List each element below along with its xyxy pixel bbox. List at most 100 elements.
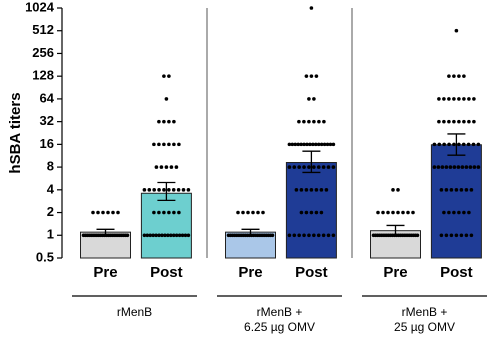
- y-tick-label: 1024: [25, 0, 55, 14]
- data-point: [462, 74, 466, 78]
- data-point: [159, 165, 164, 169]
- data-point: [314, 188, 319, 192]
- data-point: [177, 210, 181, 215]
- data-point: [172, 210, 176, 215]
- y-tick-label: 64: [40, 90, 55, 105]
- data-point: [314, 74, 319, 78]
- error-bar: [447, 133, 466, 156]
- data-point: [437, 97, 441, 101]
- data-point: [171, 233, 176, 238]
- data-point: [411, 210, 415, 215]
- data-point: [157, 119, 161, 124]
- x-tick-label: Post: [150, 264, 183, 281]
- y-tick-label: 2: [47, 204, 54, 219]
- data-point: [312, 233, 316, 238]
- data-point: [476, 142, 481, 147]
- data-point: [321, 233, 326, 238]
- data-point: [287, 165, 292, 169]
- data-point: [157, 210, 161, 215]
- data-point: [322, 142, 327, 147]
- data-point: [456, 165, 461, 169]
- group-label: rMenB +: [257, 305, 303, 319]
- data-point: [162, 188, 166, 192]
- y-axis-label: hSBA titers: [7, 92, 24, 173]
- data-point: [96, 210, 100, 215]
- y-tick-label: 32: [40, 113, 54, 128]
- data-point: [437, 119, 441, 124]
- error-bar: [302, 150, 321, 174]
- y-tick-label: 256: [32, 45, 54, 60]
- data-point: [324, 188, 329, 192]
- data-point: [154, 233, 158, 238]
- data-point: [91, 210, 95, 215]
- data-point: [106, 210, 110, 215]
- data-point: [309, 188, 314, 192]
- data-point: [452, 165, 457, 169]
- data-point: [331, 142, 336, 147]
- data-point: [472, 97, 476, 101]
- error-bar: [157, 181, 176, 202]
- data-point: [457, 142, 461, 147]
- data-point: [302, 119, 306, 124]
- x-tick-label: Pre: [238, 264, 262, 281]
- data-point: [472, 119, 476, 124]
- data-point: [292, 165, 297, 169]
- data-point: [164, 97, 169, 101]
- error-bar: [96, 228, 115, 236]
- data-point: [297, 119, 301, 124]
- data-point: [391, 210, 395, 215]
- data-point: [167, 142, 171, 147]
- group-label: rMenB +: [402, 305, 448, 319]
- data-point: [299, 188, 304, 192]
- data-point: [391, 188, 395, 192]
- data-point: [314, 210, 319, 215]
- data-point: [457, 210, 461, 215]
- data-point: [151, 233, 155, 238]
- data-point: [101, 210, 105, 215]
- bar: [430, 144, 482, 259]
- data-point: [162, 74, 166, 78]
- data-point: [447, 119, 451, 124]
- data-point: [116, 210, 120, 215]
- data-point: [302, 233, 306, 238]
- data-point: [183, 233, 188, 238]
- data-point: [293, 142, 298, 147]
- data-point: [162, 210, 166, 215]
- data-point: [462, 210, 466, 215]
- data-point: [316, 142, 321, 147]
- data-point: [454, 188, 459, 192]
- data-point: [167, 119, 171, 124]
- data-point: [467, 119, 471, 124]
- data-point: [142, 188, 147, 192]
- data-point: [160, 233, 164, 238]
- data-point: [442, 210, 446, 215]
- data-point: [462, 97, 466, 101]
- data-point: [459, 233, 464, 238]
- data-point: [177, 142, 181, 147]
- data-point: [167, 188, 171, 192]
- data-point: [437, 142, 442, 147]
- data-point: [468, 165, 473, 169]
- data-point: [439, 188, 444, 192]
- y-tick-label: 128: [32, 68, 54, 83]
- group-label: 25 µg OMV: [394, 320, 455, 334]
- data-point: [467, 210, 471, 215]
- data-point: [314, 142, 318, 147]
- data-point: [290, 142, 295, 147]
- data-point: [312, 119, 316, 124]
- y-tick-label: 4: [47, 181, 55, 196]
- data-point: [381, 210, 385, 215]
- x-tick-label: Post: [295, 264, 328, 281]
- data-point: [157, 233, 161, 238]
- data-point: [307, 119, 311, 124]
- data-point: [292, 233, 297, 238]
- data-point: [125, 233, 130, 238]
- data-point: [309, 6, 314, 10]
- data-point: [251, 210, 255, 215]
- data-point: [270, 233, 275, 238]
- data-point: [296, 142, 301, 147]
- data-point: [167, 210, 171, 215]
- x-tick-label: Pre: [93, 264, 117, 281]
- data-point: [469, 233, 474, 238]
- data-point: [439, 233, 444, 238]
